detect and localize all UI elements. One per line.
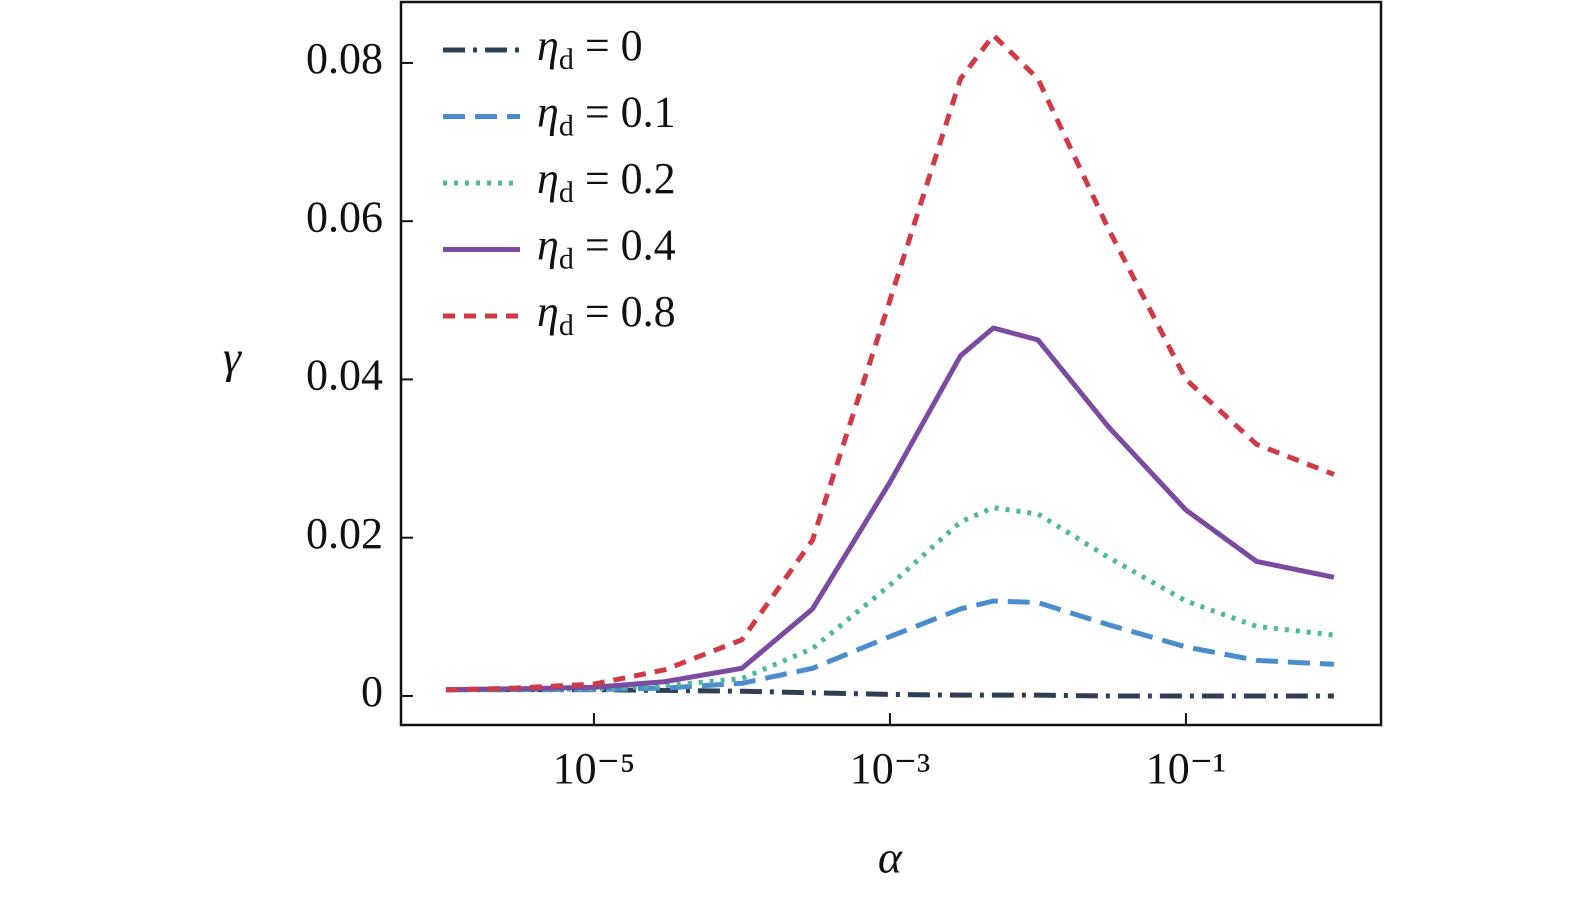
x-tick-label: 10⁻³ (850, 744, 930, 793)
y-tick-label: 0.02 (306, 509, 383, 558)
series-line (445, 32, 1335, 693)
legend-label: ηd = 0.4 (537, 221, 676, 276)
legend-label: ηd = 0 (537, 21, 643, 76)
series-line (445, 325, 1335, 693)
x-axis-label: α (878, 832, 903, 883)
legend-label: ηd = 0.8 (537, 287, 676, 342)
y-axis-label: γ (223, 332, 243, 383)
series-line (445, 687, 1334, 699)
plot-frame (399, 0, 1383, 727)
legend-label: ηd = 0.2 (537, 154, 676, 209)
x-tick-label: 10⁻¹ (1146, 744, 1226, 793)
y-tick-label: 0 (361, 667, 383, 716)
y-tick-label: 0.04 (306, 351, 383, 400)
series-line (445, 505, 1335, 693)
y-tick-label: 0.08 (306, 34, 383, 83)
x-tick-label: 10⁻⁵ (553, 744, 636, 793)
legend-label: ηd = 0.1 (537, 88, 676, 143)
series-line (445, 598, 1335, 693)
y-tick-label: 0.06 (306, 192, 383, 241)
